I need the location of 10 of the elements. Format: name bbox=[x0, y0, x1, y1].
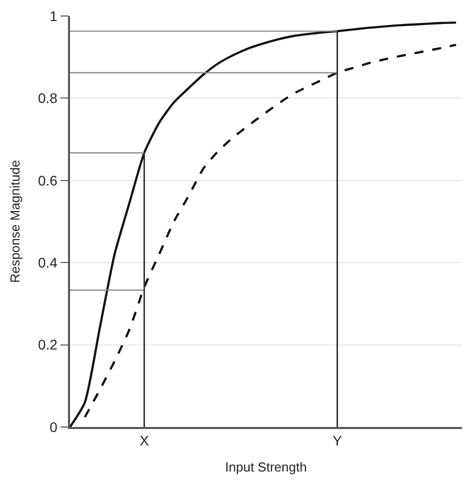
y-tick-label: 1 bbox=[50, 8, 58, 24]
y-tick-label: 0.8 bbox=[38, 90, 58, 106]
x-tick-label: Y bbox=[332, 432, 343, 449]
x-axis-title: Input Strength bbox=[225, 460, 307, 475]
y-tick-label: 0.2 bbox=[38, 336, 58, 353]
y-tick-label: 0 bbox=[50, 418, 58, 435]
x-tick-label: X bbox=[140, 432, 150, 449]
y-tick-label: 0.6 bbox=[38, 172, 58, 188]
y-tick-label: 0.4 bbox=[38, 254, 58, 270]
y-axis-title: Response Magnitude bbox=[7, 160, 22, 283]
